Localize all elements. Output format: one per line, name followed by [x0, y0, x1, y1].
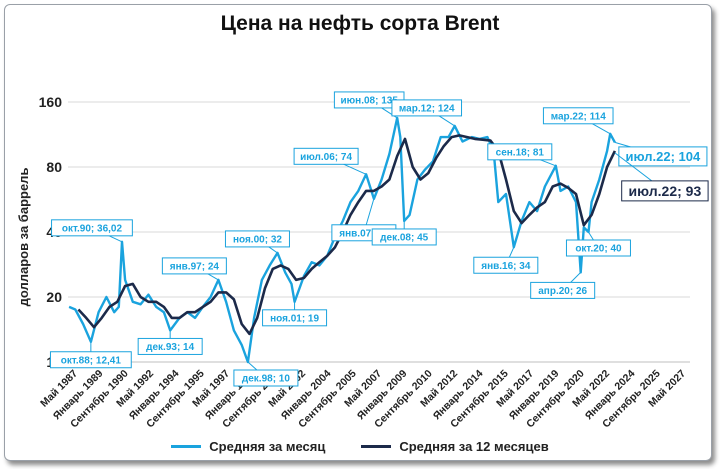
annotation-box-10 — [371, 228, 437, 246]
annotation-box-5 — [224, 230, 290, 248]
annotation-label-5: ноя.00; 32 — [233, 235, 282, 246]
annotation-label-15: окт.20; 40 — [575, 244, 622, 255]
annotation-label-14: апр.20; 26 — [538, 286, 587, 297]
annotation-box-0 — [49, 351, 132, 369]
annotation-label-17: июл.22; 104 — [626, 149, 702, 164]
annotation-box-16 — [542, 107, 614, 125]
annotation-box-2 — [137, 337, 203, 355]
y-axis-label: долларов за баррель — [16, 168, 31, 307]
annotation-label-6: ноя.01; 19 — [270, 313, 319, 324]
chart-title: Цена на нефть сорта Brent — [220, 12, 500, 35]
annotation-box-15 — [565, 239, 631, 257]
series-line-0 — [68, 116, 616, 364]
annotation-label-2: дек.93; 14 — [146, 342, 194, 353]
legend-label-monthly: Средняя за месяц — [209, 439, 326, 454]
annotation-label-4: дек.98; 10 — [242, 374, 290, 385]
legend-swatch-monthly — [171, 445, 202, 448]
annotation-box-11 — [391, 99, 463, 117]
y-tick-label-3: 80 — [46, 159, 62, 175]
series-line-1 — [77, 134, 617, 336]
annotation-label-0: окт.88; 12,41 — [61, 355, 122, 366]
annotation-label-12: янв.16; 34 — [481, 261, 531, 272]
annotation-label-7: июл.06; 74 — [300, 152, 352, 163]
annotation-box-7 — [293, 147, 359, 165]
legend: Средняя за месяц Средняя за 12 месяцев — [0, 439, 720, 454]
annotation-label-8: янв.07; 57 — [339, 228, 389, 239]
annotation-label-13: сен.18; 81 — [496, 147, 545, 158]
legend-label-annual: Средняя за 12 месяцев — [399, 439, 549, 454]
annotation-box-4 — [233, 369, 299, 387]
annotation-label-1: окт.90; 36,02 — [62, 223, 123, 234]
annotation-label-10: дек.08; 45 — [380, 233, 428, 244]
annotation-label-16: мар.22; 114 — [551, 111, 607, 122]
annotation-label-11: мар.12; 124 — [399, 104, 455, 115]
annotation-box-18 — [621, 180, 709, 202]
annotation-label-18: июл.22; 93 — [629, 183, 702, 199]
annotation-box-6 — [262, 309, 328, 327]
legend-item-annual: Средняя за 12 месяцев — [361, 439, 549, 454]
annotation-box-12 — [473, 256, 539, 274]
annotation-label-9: июн.08; 135 — [340, 96, 398, 107]
y-tick-label-4: 160 — [39, 94, 63, 110]
annotation-box-14 — [530, 281, 596, 299]
annotation-box-13 — [487, 143, 553, 161]
legend-swatch-annual — [361, 445, 392, 448]
y-tick-label-1: 20 — [46, 289, 62, 305]
annotation-label-3: янв.97; 24 — [170, 262, 220, 273]
annotation-box-1 — [51, 219, 133, 237]
legend-item-monthly: Средняя за месяц — [171, 439, 325, 454]
annotation-box-3 — [161, 257, 227, 275]
